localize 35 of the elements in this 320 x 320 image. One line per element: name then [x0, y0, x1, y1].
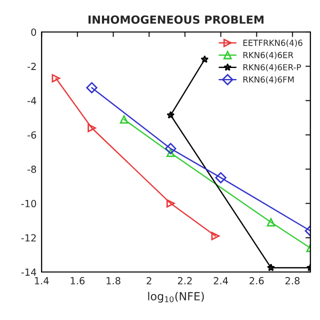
y-tick-label: -4 — [28, 97, 36, 104]
point — [211, 232, 220, 240]
chart-title: INHOMOGENEOUS PROBLEM — [88, 15, 264, 24]
x-tick-label: 1.6 — [70, 277, 85, 284]
x-axis-title: log$_{10}$(NFE) — [148, 292, 204, 303]
y-tick-label: -8 — [28, 166, 36, 173]
point — [166, 148, 175, 158]
y-tick-label: 0 — [31, 28, 36, 36]
x-tick-label: 1.8 — [106, 277, 120, 284]
point — [86, 82, 98, 94]
y-tick-label: -10 — [21, 200, 36, 208]
x-tick-label: 2.8 — [285, 277, 300, 284]
x-tick-label: 2.2 — [178, 277, 192, 284]
point — [52, 74, 60, 82]
y-tick-label: -2 — [28, 62, 36, 70]
y-tick-label: -6 — [28, 131, 36, 139]
legend-label: RKN6(4)6ER — [243, 52, 294, 60]
x-tick-label: 2.4 — [214, 277, 228, 284]
y-tick-label: -12 — [21, 234, 36, 242]
point — [200, 55, 209, 63]
legend-label: RKN6(4)6ER-P — [243, 64, 301, 72]
point — [88, 124, 96, 132]
x-tick-label: 2.6 — [250, 277, 264, 284]
legend-label: EETFRKN6(4)6 — [243, 40, 302, 47]
x-tick-label: 1.4 — [34, 277, 49, 284]
legend-label: RKN6(4)6FM — [243, 76, 294, 84]
point — [166, 110, 175, 119]
point — [266, 264, 275, 272]
y-tick-label: -14 — [21, 268, 36, 276]
point — [166, 199, 175, 208]
point — [165, 142, 176, 154]
point — [266, 218, 276, 226]
x-tick-label: 2 — [146, 277, 152, 284]
point — [215, 172, 226, 184]
point — [120, 115, 128, 124]
